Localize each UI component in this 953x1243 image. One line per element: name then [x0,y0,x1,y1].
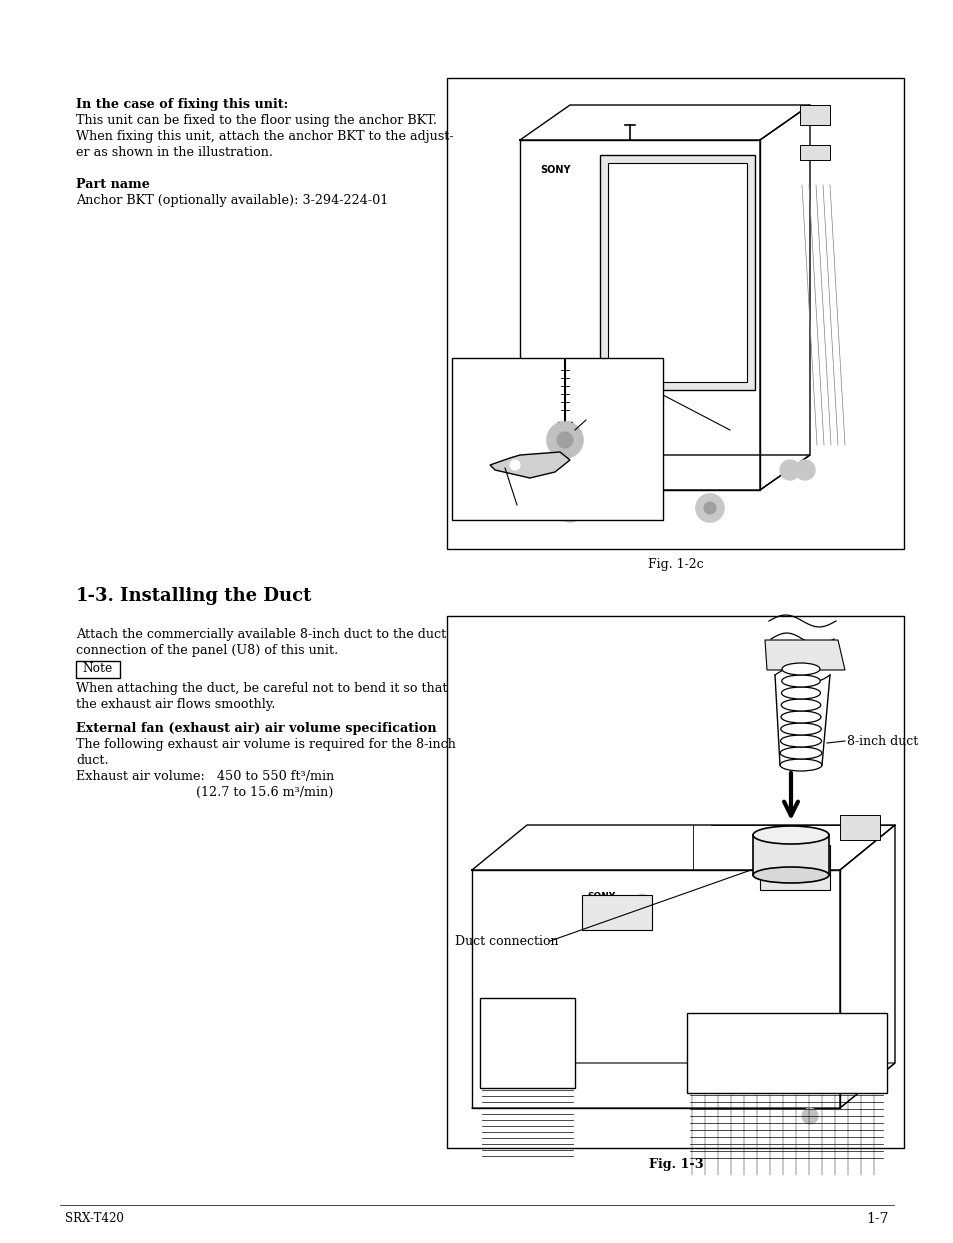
Text: 8-inch duct: 8-inch duct [846,735,918,748]
Bar [581,895,651,930]
Bar [607,163,746,382]
Bar [558,423,572,433]
Ellipse shape [781,699,820,711]
Polygon shape [472,825,894,870]
Ellipse shape [752,827,828,844]
Circle shape [546,423,582,457]
Ellipse shape [781,711,821,723]
Bar [447,617,903,1149]
Polygon shape [490,452,569,479]
Text: This unit can be fixed to the floor using the anchor BKT.: This unit can be fixed to the floor usin… [76,114,436,127]
Text: When fixing this unit, attach the anchor BKT to the adjust-: When fixing this unit, attach the anchor… [76,131,453,143]
Text: Fig. 1-2c: Fig. 1-2c [647,558,703,571]
Text: connection of the panel (U8) of this unit.: connection of the panel (U8) of this uni… [76,644,338,658]
Bar [800,104,829,126]
Text: Installing the Duct: Installing the Duct [120,587,311,605]
Bar [840,815,879,840]
Ellipse shape [780,759,821,771]
Text: External fan (exhaust air) air volume specification: External fan (exhaust air) air volume sp… [76,722,436,735]
Ellipse shape [781,675,820,687]
Text: The following exhaust air volume is required for the 8-inch: The following exhaust air volume is requ… [76,738,456,751]
Bar [447,78,903,549]
Ellipse shape [781,687,820,699]
Circle shape [556,493,583,522]
Ellipse shape [752,868,828,883]
Text: Adjuster: Adjuster [587,415,638,428]
Text: er as shown in the illustration.: er as shown in the illustration. [76,145,273,159]
Circle shape [794,460,814,480]
Text: SONY: SONY [586,892,615,901]
Text: Attach the commercially available 8-inch duct to the duct: Attach the commercially available 8-inch… [76,628,446,641]
Text: Part name: Part name [76,178,150,191]
Polygon shape [760,104,809,490]
Text: When attaching the duct, be careful not to bend it so that: When attaching the duct, be careful not … [76,682,447,695]
Circle shape [696,493,723,522]
Text: In the case of fixing this unit:: In the case of fixing this unit: [76,98,288,111]
Bar [76,661,120,677]
Text: SONY: SONY [539,165,570,175]
Text: Anchor BKT: Anchor BKT [455,502,527,515]
Circle shape [703,502,716,515]
Bar [686,1013,886,1093]
Ellipse shape [780,723,821,735]
Text: 1-7: 1-7 [865,1212,888,1226]
Circle shape [563,502,576,515]
Bar [760,845,829,890]
Text: Fig. 1-3: Fig. 1-3 [648,1158,702,1171]
Polygon shape [519,140,760,490]
Circle shape [636,894,647,906]
Bar [800,145,829,160]
Circle shape [510,460,519,470]
Text: Duct connection: Duct connection [455,935,558,948]
Bar [752,835,828,875]
Text: SRX-T420: SRX-T420 [65,1212,124,1226]
Ellipse shape [780,747,821,759]
Text: (12.7 to 15.6 m³/min): (12.7 to 15.6 m³/min) [76,786,333,799]
Polygon shape [519,104,809,140]
Polygon shape [840,825,894,1108]
Text: the exhaust air flows smoothly.: the exhaust air flows smoothly. [76,699,275,711]
Polygon shape [764,640,844,670]
Bar [452,358,662,520]
Text: 1-3.: 1-3. [76,587,114,605]
Text: Anchor BKT (optionally available): 3-294-224-01: Anchor BKT (optionally available): 3-294… [76,194,388,208]
Text: duct.: duct. [76,755,109,767]
Ellipse shape [781,663,820,675]
Text: Exhaust air volume:   450 to 550 ft³/min: Exhaust air volume: 450 to 550 ft³/min [76,769,334,783]
Bar [479,998,575,1088]
Circle shape [557,433,573,447]
Bar [599,155,754,390]
Circle shape [780,460,800,480]
Ellipse shape [780,735,821,747]
Text: Note: Note [83,663,113,675]
Polygon shape [472,870,840,1108]
Circle shape [801,1108,817,1124]
